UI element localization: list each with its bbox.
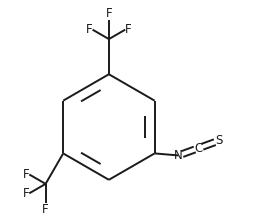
- Text: F: F: [106, 7, 112, 20]
- Text: F: F: [86, 23, 93, 36]
- Text: F: F: [42, 203, 49, 216]
- Text: F: F: [125, 23, 132, 36]
- Text: F: F: [23, 187, 29, 200]
- Text: N: N: [174, 149, 183, 162]
- Text: C: C: [195, 142, 203, 155]
- Text: S: S: [215, 134, 222, 147]
- Text: F: F: [23, 168, 29, 181]
